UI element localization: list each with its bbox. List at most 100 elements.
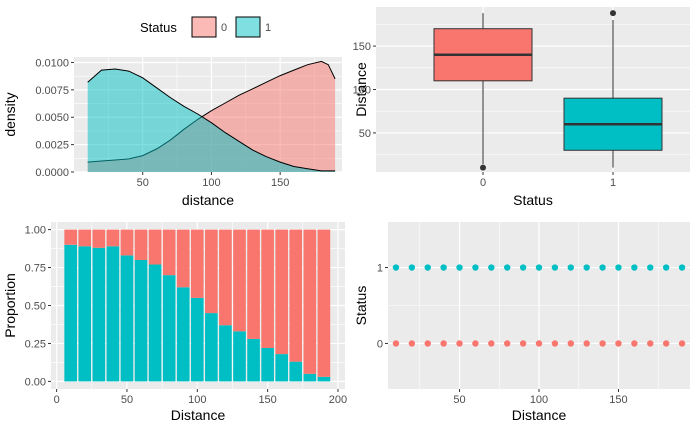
bar-status-0 xyxy=(106,229,120,247)
y-axis-title: Proportion xyxy=(2,273,18,338)
legend-title: Status xyxy=(140,20,177,35)
bar-status-1 xyxy=(106,246,120,382)
point-status-0 xyxy=(631,340,638,347)
y-tick-label: 1 xyxy=(377,263,383,275)
point-status-0 xyxy=(392,340,400,347)
point-status-1 xyxy=(631,264,638,271)
bar-status-0 xyxy=(205,229,218,314)
x-axis-title: distance xyxy=(182,192,234,208)
point-status-1 xyxy=(488,264,495,271)
bar-status-1 xyxy=(205,313,218,382)
point-status-1 xyxy=(392,264,400,271)
point-status-1 xyxy=(519,264,527,271)
bar-status-0 xyxy=(78,229,92,247)
density-area-status-1 xyxy=(87,69,336,172)
bar-status-0 xyxy=(303,229,317,374)
point-status-0 xyxy=(583,340,590,347)
y-tick-label: 0.0025 xyxy=(35,140,69,152)
point-status-1 xyxy=(424,264,431,271)
density-area-status-0 xyxy=(87,61,336,172)
y-axis-title: Distance xyxy=(353,62,369,117)
bar-status-1 xyxy=(120,255,134,382)
y-tick-label: 0.0050 xyxy=(35,112,69,124)
point-status-0 xyxy=(647,340,654,347)
bar-status-0 xyxy=(261,229,274,349)
point-status-0 xyxy=(488,340,495,347)
bar-status-0 xyxy=(190,229,204,298)
point-status-1 xyxy=(504,264,511,271)
y-tick-label: 0.0100 xyxy=(35,57,69,69)
y-tick-label: 150 xyxy=(353,41,371,53)
x-tick-label: 50 xyxy=(453,394,465,406)
point-status-1 xyxy=(472,264,479,271)
x-axis-title: Distance xyxy=(171,407,226,423)
bar-status-0 xyxy=(162,229,176,276)
point-status-0 xyxy=(424,340,431,347)
point-status-1 xyxy=(647,264,654,271)
x-tick-label: 1 xyxy=(610,177,616,189)
bar-status-1 xyxy=(261,348,274,382)
point-status-1 xyxy=(551,264,559,271)
outlier-point xyxy=(480,164,486,171)
x-tick-label: 0 xyxy=(54,394,60,406)
y-tick-label: 0.0000 xyxy=(35,167,69,179)
status-scatter-panel: 50 100 150 0 1 Distance Status xyxy=(353,222,690,423)
bar-status-1 xyxy=(233,331,246,382)
bar-status-0 xyxy=(134,229,148,260)
x-tick-label: 150 xyxy=(258,394,276,406)
x-axis-title: Status xyxy=(513,192,553,208)
bar-status-1 xyxy=(317,376,331,382)
density-line-status-1 xyxy=(87,68,336,172)
point-status-1 xyxy=(615,264,622,271)
point-status-0 xyxy=(567,340,574,347)
point-status-1 xyxy=(408,264,416,271)
point-status-1 xyxy=(440,264,447,271)
y-tick-label: 0 xyxy=(377,338,383,350)
y-tick-label: 1.00 xyxy=(25,225,46,237)
x-tick-label: 150 xyxy=(609,394,627,406)
point-status-0 xyxy=(615,340,622,347)
bar-status-1 xyxy=(78,246,92,382)
bar-status-1 xyxy=(148,264,162,382)
y-tick-label: 0.75 xyxy=(25,263,46,275)
bar-status-1 xyxy=(162,275,176,382)
bar-status-0 xyxy=(317,229,331,377)
y-axis-title: density xyxy=(2,92,18,136)
point-status-1 xyxy=(599,264,606,271)
bar-status-0 xyxy=(289,229,303,362)
point-status-0 xyxy=(408,340,416,347)
bar-status-1 xyxy=(219,325,232,382)
point-status-1 xyxy=(567,264,574,271)
legend-key-1 xyxy=(235,16,261,38)
bar-status-0 xyxy=(176,229,190,288)
y-tick-label: 0.0075 xyxy=(35,85,69,97)
outlier-point xyxy=(610,10,616,17)
point-status-0 xyxy=(456,340,463,347)
point-status-0 xyxy=(662,340,670,347)
legend-label-1: 1 xyxy=(265,22,271,34)
point-status-0 xyxy=(440,340,447,347)
y-tick-label: 0.25 xyxy=(25,338,46,350)
bar-status-0 xyxy=(275,229,289,355)
bar-status-1 xyxy=(134,259,148,382)
point-status-1 xyxy=(583,264,590,271)
point-status-0 xyxy=(504,340,511,347)
bar-status-1 xyxy=(303,373,317,382)
x-tick-label: 150 xyxy=(271,177,289,189)
point-status-0 xyxy=(472,340,479,347)
y-tick-label: 0.50 xyxy=(25,301,46,313)
point-status-1 xyxy=(662,264,670,271)
density-plot-panel: 50 100 150 0.0000 0.0025 0.0050 0.0075 0.0100 di… xyxy=(2,57,342,208)
bar-status-1 xyxy=(247,338,260,382)
x-tick-label: 200 xyxy=(329,394,347,406)
bar-status-0 xyxy=(219,229,232,326)
bar-status-0 xyxy=(92,229,106,248)
point-status-1 xyxy=(678,264,686,271)
x-tick-label: 100 xyxy=(530,394,548,406)
point-status-1 xyxy=(535,264,543,271)
x-tick-label: 100 xyxy=(202,177,220,189)
bar-status-0 xyxy=(64,229,78,245)
point-status-0 xyxy=(599,340,606,347)
